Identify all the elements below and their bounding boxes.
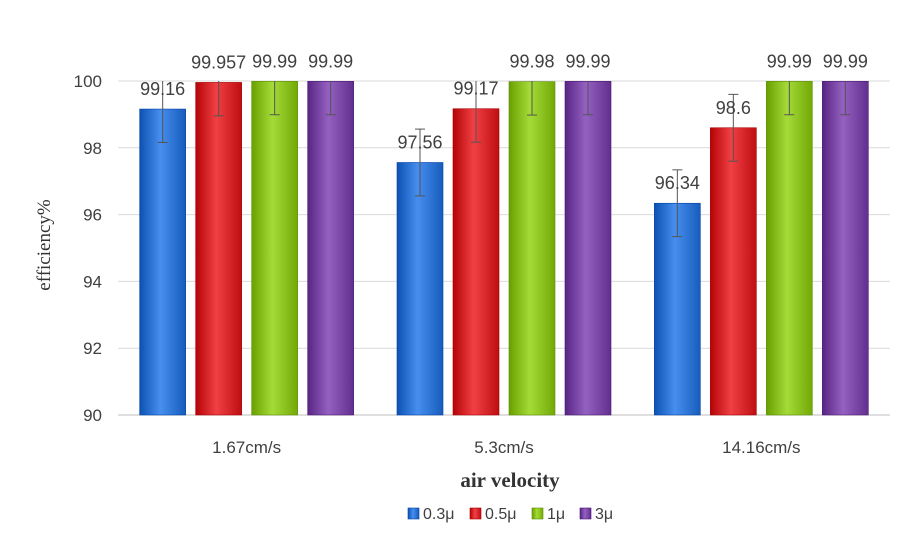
bar-0-0 [139,108,186,416]
error-bars [157,81,851,238]
data-labels: 99.16 99.957 99.99 99.99 97.56 99.17 99.98 99.9… [140,51,868,193]
x-tick-label: 1.67cm/s [212,438,281,457]
x-tick-label: 5.3cm/s [474,438,534,457]
y-tick-label: 94 [83,272,102,291]
data-label: 99.99 [767,51,812,71]
legend: 0.3μ 0.5μ 1μ 3μ [407,506,613,523]
y-axis-title: efficiency% [34,199,55,291]
bars [139,81,869,416]
data-label: 99.957 [191,52,246,72]
legend-swatch [531,507,544,520]
bar-0-2 [654,202,701,416]
bar-1-0 [195,82,242,416]
legend-label: 3μ [595,506,613,523]
bar-3-0 [307,81,354,416]
bar-2-0 [251,81,298,416]
data-label: 99.17 [453,79,498,99]
legend-swatch [469,507,482,520]
bar-3-2 [822,81,869,416]
data-label: 99.98 [509,52,554,72]
y-tick-label: 90 [83,406,102,425]
y-tick-label: 98 [83,139,102,158]
data-label: 99.99 [308,51,353,71]
axes: 90 92 94 96 98 100 1.67cm/s 5.3cm/s 14.16cm/s [74,72,801,457]
bar-2-2 [766,81,813,416]
legend-swatch [407,507,420,520]
data-label: 99.16 [140,79,185,99]
data-label: 98.6 [716,98,751,118]
x-axis-title: air velocity [460,468,560,492]
legend-swatch [579,507,592,520]
bar-2-1 [508,81,556,416]
data-label: 99.99 [565,51,610,71]
data-label: 99.99 [252,51,297,71]
y-tick-label: 92 [83,339,102,358]
gridlines [118,80,890,416]
bar-1-1 [452,108,500,416]
bar-0-1 [396,162,444,416]
data-label: 99.99 [823,51,868,71]
legend-label: 0.5μ [485,506,516,523]
x-tick-label: 14.16cm/s [722,438,800,457]
data-label: 97.56 [397,132,442,152]
y-tick-label: 100 [74,72,102,91]
bar-1-2 [710,127,757,416]
bar-3-1 [564,81,612,416]
data-label: 96.34 [655,173,700,193]
y-tick-label: 96 [83,206,102,225]
legend-label: 0.3μ [423,506,454,523]
legend-label: 1μ [547,506,565,523]
